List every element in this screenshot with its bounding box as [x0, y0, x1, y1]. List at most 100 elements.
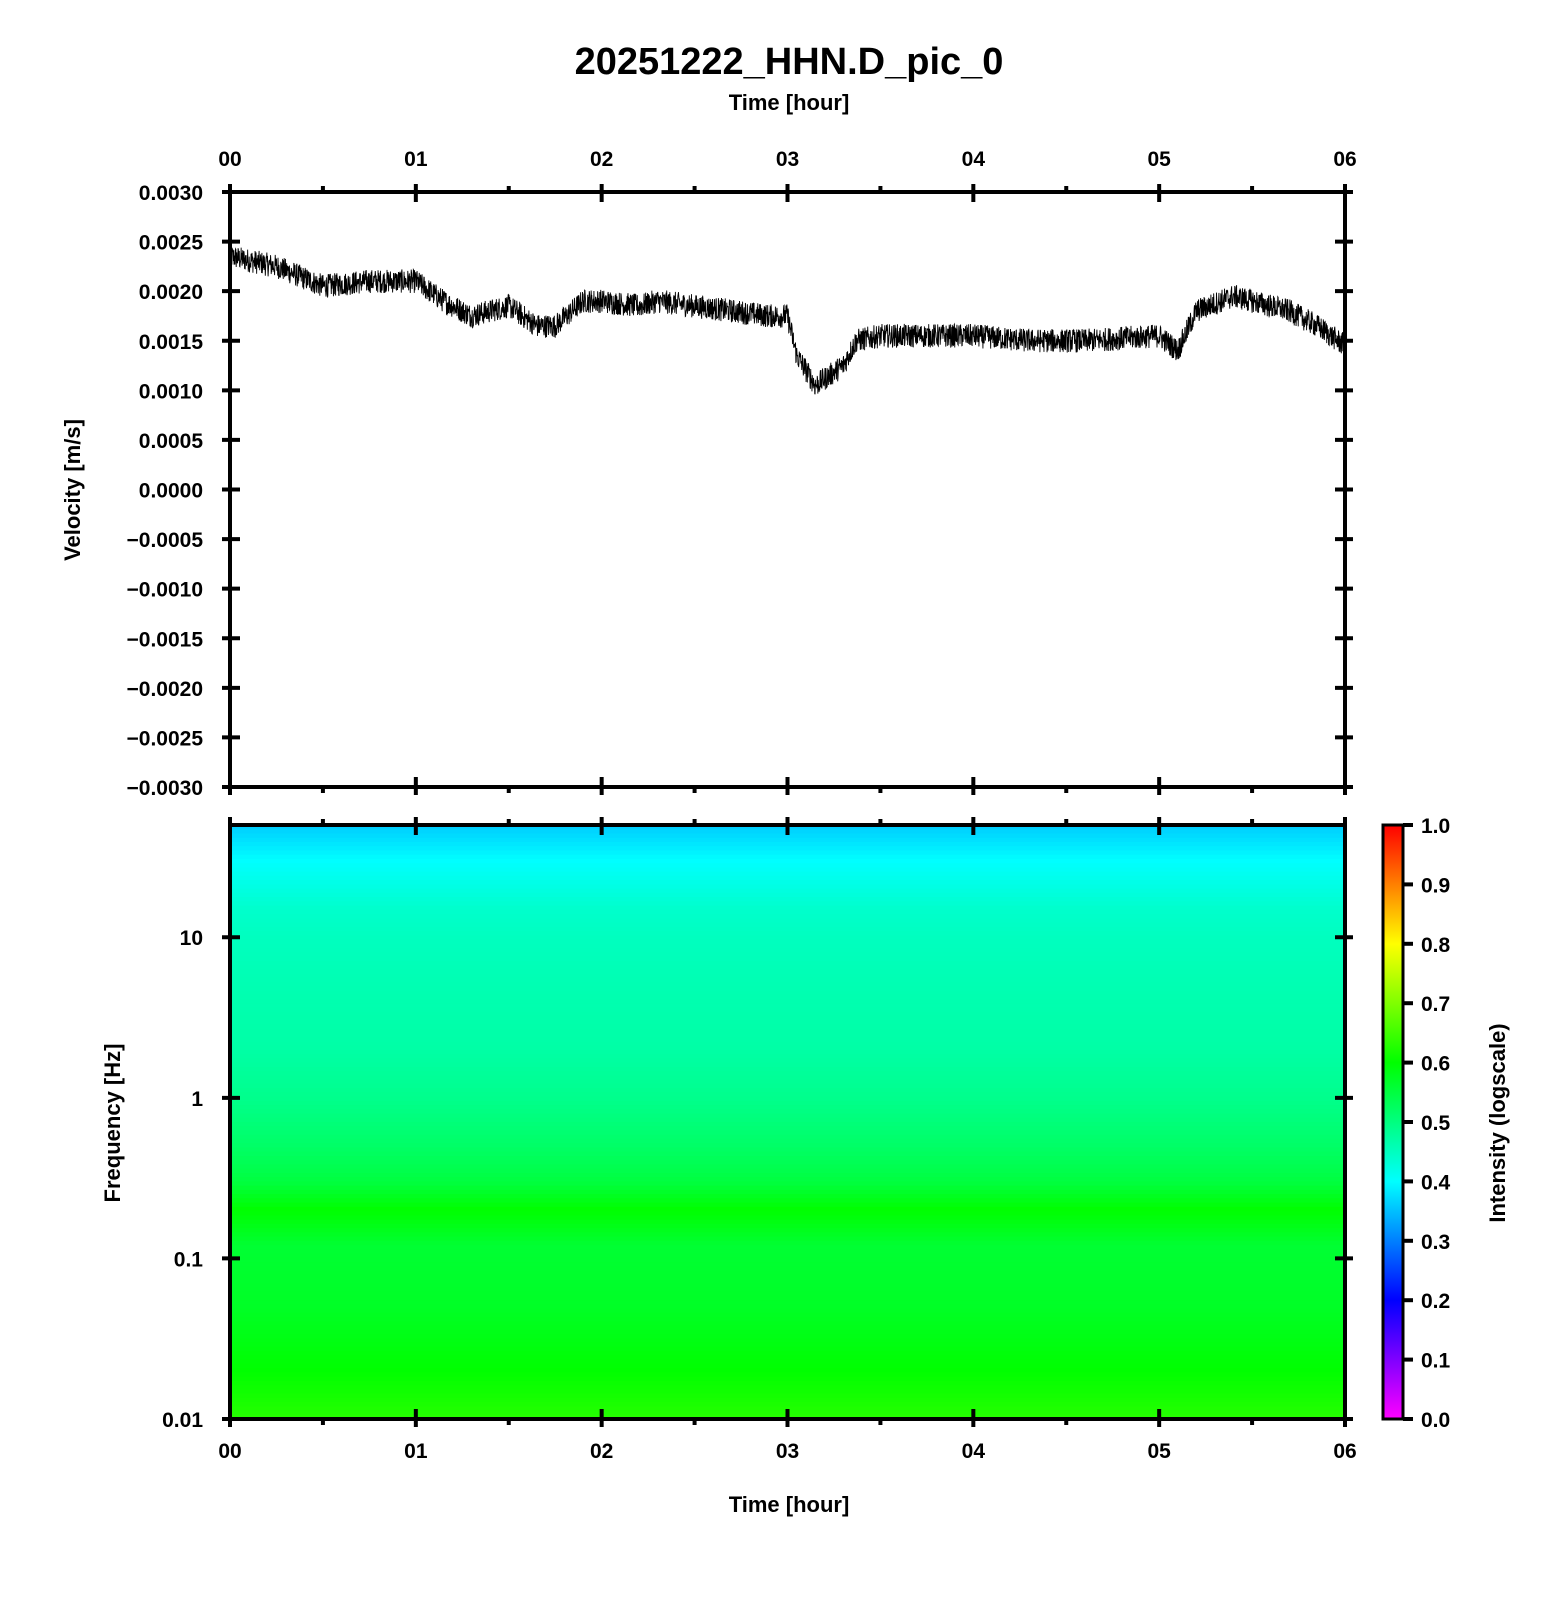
spectrogram-band	[230, 977, 1345, 983]
spectrogram-band	[230, 1380, 1345, 1386]
spectrogram-band	[230, 1134, 1345, 1140]
colorbar-label: Intensity (logscale)	[1485, 1023, 1510, 1222]
spectrogram-band	[230, 1160, 1345, 1166]
spectrogram-band	[230, 1130, 1345, 1136]
spectrogram-band	[230, 905, 1345, 911]
spectrogram-band	[230, 998, 1345, 1004]
spectrogram-band	[230, 1368, 1345, 1373]
spectrogram-band	[230, 1100, 1345, 1106]
spectrogram-band	[230, 1406, 1345, 1412]
figure-title: 20251222_HHN.D_pic_0	[575, 41, 1004, 83]
spectrogram-band	[230, 1274, 1345, 1280]
spectrogram-band	[230, 926, 1345, 932]
spectrogram-band	[230, 1045, 1345, 1051]
top-x-tick-label: 04	[962, 148, 986, 171]
spectrogram-band	[230, 1198, 1345, 1204]
spectrogram-band	[230, 1397, 1345, 1403]
spectrogram-band	[230, 1049, 1345, 1055]
spectrogram-band	[230, 1172, 1345, 1178]
velocity-y-tick-label: −0.0025	[127, 727, 204, 750]
spectrogram-band	[230, 1126, 1345, 1132]
spectrogram-band	[230, 1024, 1345, 1030]
frequency-y-tick-label: 10	[180, 927, 203, 950]
bottom-x-tick-label: 01	[404, 1440, 428, 1463]
spectrogram-band	[230, 1291, 1345, 1297]
velocity-y-tick-label: −0.0020	[127, 678, 204, 701]
spectrogram-band	[230, 1363, 1345, 1369]
spectrogram-band	[230, 1346, 1345, 1352]
spectrogram-band	[230, 1066, 1345, 1072]
colorbar-tick-label: 0.2	[1421, 1290, 1450, 1313]
spectrogram-band	[230, 880, 1345, 885]
spectrogram-band	[230, 1020, 1345, 1026]
spectrogram-band	[230, 1117, 1345, 1123]
spectrogram-band	[230, 1092, 1345, 1098]
spectrogram-band	[230, 1215, 1345, 1221]
spectrogram-band	[230, 1304, 1345, 1310]
spectrogram-band	[230, 1355, 1345, 1361]
top-x-tick-label: 02	[590, 148, 613, 171]
velocity-y-tick-label: −0.0010	[127, 579, 204, 602]
velocity-trace	[229, 244, 1346, 395]
spectrogram-band	[230, 833, 1345, 839]
spectrogram-band	[230, 969, 1345, 975]
spectrogram-band	[230, 1232, 1345, 1238]
spectrogram-band	[230, 960, 1345, 966]
spectrogram-band	[230, 1283, 1345, 1289]
spectrogram-band	[230, 871, 1345, 877]
spectrogram-band	[230, 1372, 1345, 1378]
colorbar-tick-label: 0.7	[1421, 993, 1450, 1016]
spectrogram-band	[230, 1151, 1345, 1157]
spectrogram-band	[230, 1376, 1345, 1382]
spectrogram-band	[230, 1185, 1345, 1191]
spectrogram-band	[230, 867, 1345, 873]
spectrogram-band	[230, 935, 1345, 941]
spectrogram-band	[230, 1389, 1345, 1395]
spectrogram-band	[230, 1147, 1345, 1153]
spectrogram-band	[230, 1181, 1345, 1187]
spectrogram-band	[230, 1164, 1345, 1170]
spectrogram-band	[230, 1168, 1345, 1174]
frequency-y-tick-label: 0.1	[174, 1248, 204, 1271]
spectrogram-band	[230, 1308, 1345, 1314]
spectrogram-band	[230, 1240, 1345, 1246]
spectrogram-band	[230, 1236, 1345, 1242]
spectrogram-band	[230, 973, 1345, 979]
spectrogram-band	[230, 1295, 1345, 1301]
axis-ticks: 00 00 01 01 02 02 03 03 04 04 05 05 06 06 0.0030 0.0025…	[127, 148, 1451, 1463]
bottom-x-tick-label: 06	[1333, 1440, 1356, 1463]
velocity-y-tick-label: −0.0030	[127, 777, 204, 800]
spectrogram-band	[230, 1317, 1345, 1323]
spectrogram-band	[230, 1266, 1345, 1272]
spectrogram-band	[230, 986, 1345, 992]
spectrogram-band	[230, 858, 1345, 864]
spectrogram-band	[230, 1058, 1345, 1064]
spectrogram-band	[230, 1155, 1345, 1161]
spectrogram-band	[230, 956, 1345, 962]
colorbar-tick-label: 0.6	[1421, 1053, 1450, 1076]
spectrogram-band	[230, 1393, 1345, 1399]
spectrogram-band	[230, 1351, 1345, 1356]
colorbar-tick-label: 0.9	[1421, 874, 1450, 897]
spectrogram-band	[230, 952, 1345, 958]
spectrogram-band	[230, 854, 1345, 860]
velocity-y-axis-label: Velocity [m/s]	[60, 419, 85, 561]
spectrogram-band	[230, 1359, 1345, 1365]
spectrogram-band	[230, 1278, 1345, 1284]
top-x-axis-label: Time [hour]	[729, 90, 850, 115]
bottom-x-tick-label: 02	[590, 1440, 613, 1463]
velocity-y-tick-label: 0.0005	[139, 430, 204, 453]
spectrogram-band	[230, 884, 1345, 890]
spectrogram-band	[230, 1245, 1345, 1250]
spectrogram-band	[230, 1071, 1345, 1076]
spectrogram-band	[230, 1206, 1345, 1212]
colorbar-tick-label: 0.1	[1421, 1350, 1451, 1373]
top-x-tick-label: 06	[1333, 148, 1356, 171]
spectrogram-band	[230, 918, 1345, 924]
spectrogram-band	[230, 1138, 1345, 1144]
spectrogram-band	[230, 931, 1345, 936]
spectrogram-band	[230, 1338, 1345, 1344]
spectrogram-band	[230, 897, 1345, 902]
spectrogram-band	[230, 1270, 1345, 1276]
colorbar	[1381, 823, 1405, 1421]
